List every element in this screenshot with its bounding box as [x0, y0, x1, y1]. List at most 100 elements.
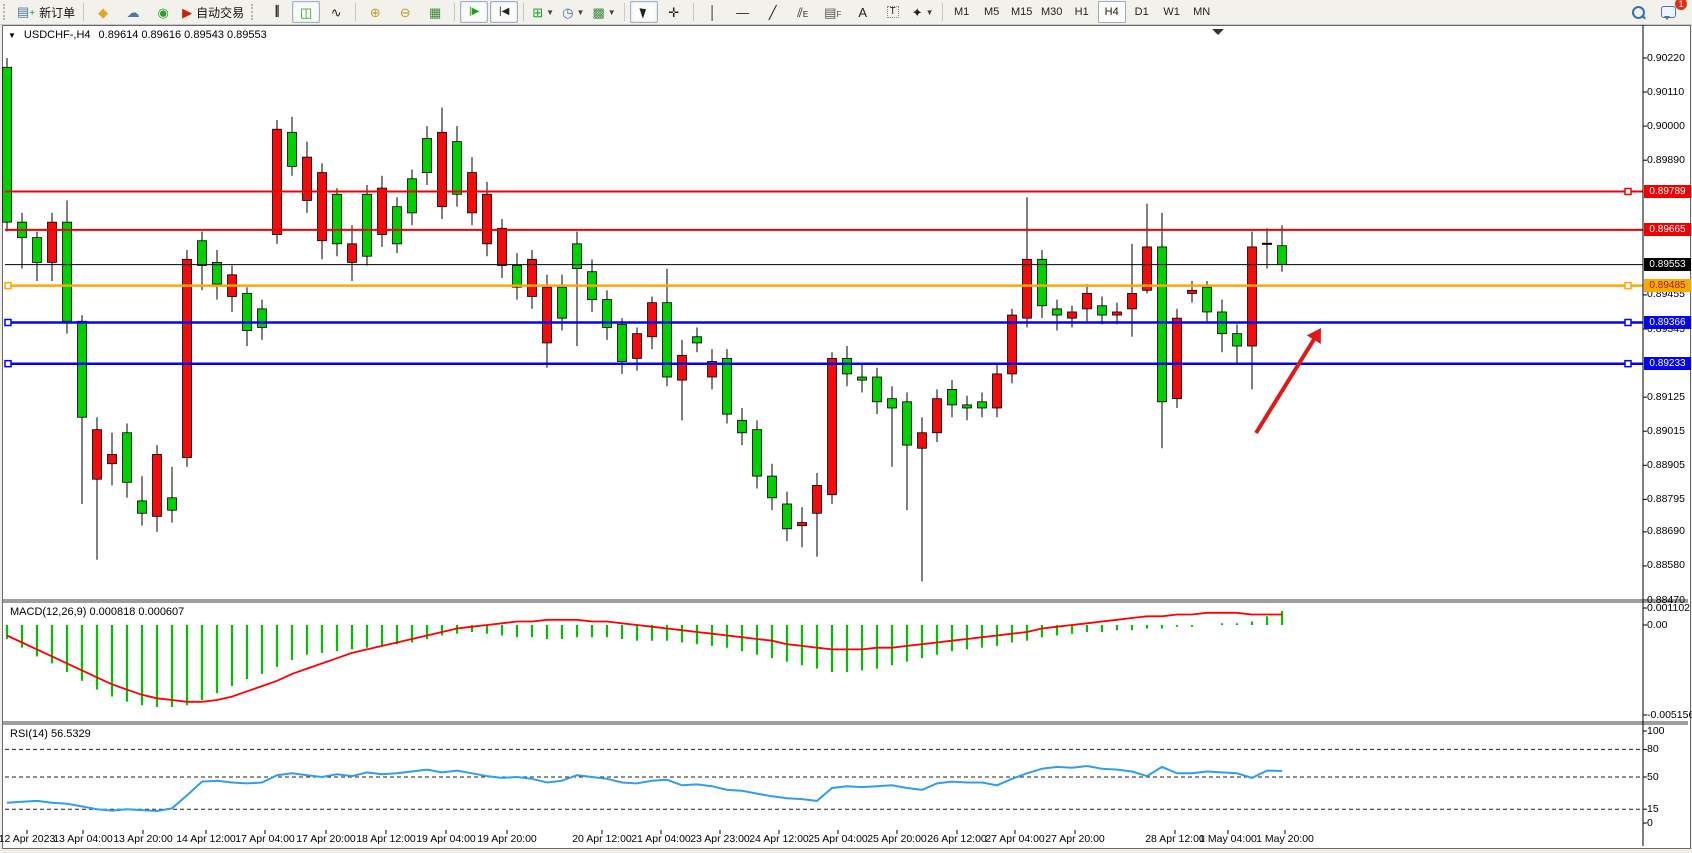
- vertical-line-button[interactable]: │: [699, 1, 727, 23]
- macd-axis-tick: 0.001102: [1647, 601, 1691, 614]
- candlestick-icon: ◫: [300, 4, 313, 20]
- search-icon: [1631, 5, 1645, 19]
- chevron-down-icon: ▼: [576, 7, 585, 17]
- channel-button[interactable]: ⫽E: [789, 1, 817, 23]
- horizontal-line-icon: —: [736, 4, 750, 20]
- notifications-button[interactable]: 1: [1654, 0, 1687, 23]
- crosshair-button[interactable]: ✛: [660, 1, 688, 23]
- tile-windows-icon: ▦: [429, 4, 442, 20]
- channel-icon: ⫽E: [797, 4, 809, 20]
- timeframe-button-m5[interactable]: M5: [984, 6, 1000, 18]
- cursor-button[interactable]: [629, 1, 658, 23]
- toolbar-grip: [251, 4, 258, 20]
- chevron-down-icon: ▼: [607, 7, 616, 17]
- template-icon: ▩: [592, 4, 605, 20]
- time-axis-label: 1 May 04:00: [1199, 833, 1257, 845]
- price-axis-tick: 0.89015: [1647, 424, 1685, 437]
- tile-windows-button[interactable]: ▦: [421, 1, 449, 23]
- timeframe-button-m15[interactable]: M15: [1010, 6, 1033, 18]
- arrows-dropdown[interactable]: ✦ ▼: [909, 1, 937, 23]
- horizontal-line-button[interactable]: —: [729, 1, 757, 23]
- time-axis-label: 27 Apr 04:00: [985, 833, 1045, 845]
- toolbar-separator: [355, 3, 357, 21]
- signals-button[interactable]: ◉: [149, 1, 177, 23]
- periods-dropdown[interactable]: ◷ ▼: [559, 1, 587, 23]
- price-axis-tick: 0.90110: [1647, 85, 1685, 98]
- price-tag: 0.89665: [1644, 223, 1691, 237]
- time-axis-label: 12 Apr 2023: [0, 833, 56, 845]
- toolbar-separator: [454, 3, 456, 21]
- zoom-out-button[interactable]: ⊖: [391, 1, 419, 23]
- price-tag: 0.89366: [1644, 315, 1691, 329]
- indicators-icon: ⊞: [532, 4, 544, 20]
- timeframe-button-w1[interactable]: W1: [1163, 6, 1180, 18]
- macd-axis-tick: 0.00: [1647, 618, 1668, 631]
- bar-chart-button[interactable]: ꟾꟾ: [262, 1, 290, 23]
- time-axis-label: 28 Apr 12:00: [1145, 833, 1205, 845]
- vertical-line-icon: │: [708, 4, 717, 20]
- symbol-period-label: USDCHF-,H4: [23, 29, 91, 41]
- new-order-label: 新订单: [39, 5, 76, 20]
- wizard-hat-icon: ◆: [98, 4, 109, 20]
- timeframe-button-h4[interactable]: H4: [1097, 1, 1126, 23]
- trendline-button[interactable]: ╱: [759, 1, 787, 23]
- time-axis-label: 19 Apr 20:00: [477, 833, 537, 845]
- algo-wizard-button[interactable]: ◆: [89, 1, 117, 23]
- chart-shift-button[interactable]: |◀: [490, 1, 519, 23]
- cloud-icon: ☁: [126, 4, 140, 20]
- line-chart-icon: ∿: [330, 4, 342, 20]
- fibonacci-button[interactable]: ▤F: [819, 1, 847, 23]
- toolbar-separator: [83, 3, 85, 21]
- zoom-out-icon: ⊖: [399, 4, 411, 20]
- price-axis-tick: 0.88795: [1647, 492, 1685, 505]
- main-toolbar: ▤+ 新订单 ◆ ☁ ◉ ▶ 自动交易 ꟾꟾ ◫ ∿ ⊕ ⊖ ▦ |▶ |◀ ⊞…: [0, 0, 1692, 25]
- time-axis-label: 27 Apr 20:00: [1045, 833, 1105, 845]
- rsi-axis-tick: 0: [1647, 816, 1653, 829]
- candlestick-chart-button[interactable]: ◫: [292, 1, 321, 23]
- rsi-axis-tick: 50: [1647, 770, 1659, 783]
- signal-icon: ◉: [157, 4, 169, 20]
- auto-trading-button[interactable]: ▶ 自动交易: [179, 1, 247, 23]
- rsi-axis-tick: 15: [1647, 802, 1659, 815]
- price-tag: 0.89553: [1644, 258, 1691, 272]
- toolbar-separator: [623, 3, 625, 21]
- chart-window[interactable]: [2, 25, 1691, 849]
- price-axis-tick: 0.88470: [1647, 593, 1685, 606]
- timeframe-button-d1[interactable]: D1: [1134, 6, 1149, 18]
- time-axis-label: 25 Apr 04:00: [808, 833, 868, 845]
- rsi-axis-tick: 100: [1647, 724, 1665, 737]
- crosshair-icon: ✛: [668, 4, 680, 20]
- timeframe-button-m30[interactable]: M30: [1040, 6, 1063, 18]
- search-button[interactable]: [1624, 1, 1652, 23]
- time-axis-label: 20 Apr 12:00: [572, 833, 632, 845]
- text-button[interactable]: A: [849, 1, 877, 23]
- timeframe-button-m1[interactable]: M1: [954, 6, 970, 18]
- timeframe-button-h1[interactable]: H1: [1074, 6, 1089, 18]
- time-axis-label: 19 Apr 04:00: [416, 833, 476, 845]
- virtual-hosting-button[interactable]: ☁: [119, 1, 147, 23]
- line-chart-button[interactable]: ∿: [322, 1, 350, 23]
- text-label-button[interactable]: T: [879, 1, 907, 23]
- macd-axis-tick: -0.005156: [1647, 708, 1692, 721]
- templates-dropdown[interactable]: ▩ ▼: [589, 1, 618, 23]
- chevron-down-icon[interactable]: ▼: [8, 30, 16, 40]
- auto-scroll-button[interactable]: |▶: [460, 1, 489, 23]
- cursor-icon: [639, 5, 649, 19]
- time-axis-label: 1 May 20:00: [1256, 833, 1314, 845]
- arrows-icon: ✦: [911, 4, 923, 20]
- price-tag: 0.89233: [1644, 357, 1691, 371]
- toolbar-separator: [692, 3, 694, 21]
- time-axis-label: 23 Apr 23:00: [690, 833, 750, 845]
- new-order-icon: ▤+: [17, 4, 36, 19]
- indicators-dropdown[interactable]: ⊞ ▼: [529, 1, 557, 23]
- new-order-button[interactable]: ▤+ 新订单: [14, 1, 78, 23]
- timeframe-button-mn[interactable]: MN: [1193, 6, 1211, 18]
- chevron-down-icon: ▼: [925, 7, 934, 17]
- toolbar-grip: [3, 4, 10, 20]
- price-axis-tick: 0.88905: [1647, 458, 1685, 471]
- chat-bubble-icon: [1660, 6, 1676, 20]
- trendline-icon: ╱: [768, 4, 777, 20]
- ohlc-values: 0.89614 0.89616 0.89543 0.89553: [98, 29, 267, 41]
- auto-trading-label: 自动交易: [196, 5, 245, 20]
- zoom-in-button[interactable]: ⊕: [361, 1, 389, 23]
